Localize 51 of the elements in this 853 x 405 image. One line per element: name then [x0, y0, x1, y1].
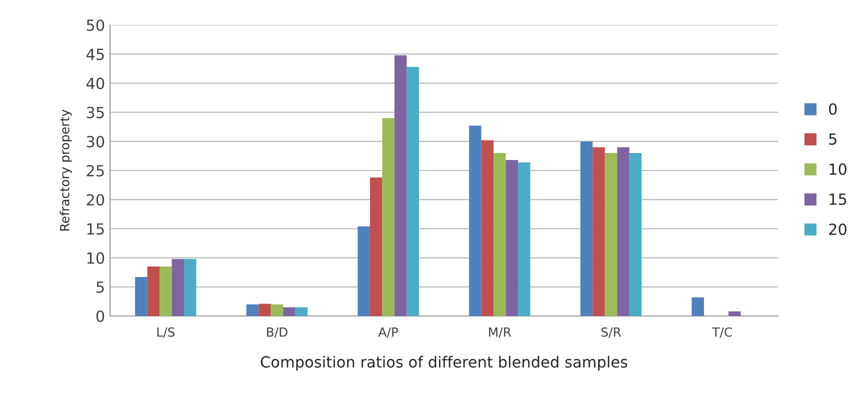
bar — [506, 160, 518, 316]
legend-label: 10 — [830, 163, 846, 175]
y-tick-label: 15 — [87, 223, 104, 235]
y-tick-label: 50 — [86, 19, 104, 32]
bar — [283, 307, 296, 316]
x-tick-label: M/R — [489, 327, 512, 338]
legend-label: 5 — [829, 134, 836, 145]
y-tick-label: 0 — [96, 310, 104, 322]
bar — [184, 258, 196, 316]
y-tick-label: 20 — [86, 194, 104, 206]
y-tick-label: 10 — [87, 252, 104, 264]
x-tick-label: A/P — [378, 327, 398, 338]
bar — [370, 177, 382, 316]
legend-label: 0 — [829, 103, 837, 115]
bar — [481, 140, 494, 316]
x-tick-label: B/D — [267, 327, 288, 338]
bar — [258, 304, 271, 316]
bar — [172, 258, 184, 316]
bar — [160, 266, 172, 316]
bar — [394, 55, 407, 316]
bar — [469, 126, 482, 316]
bar — [382, 118, 394, 316]
bar — [270, 304, 284, 316]
bar — [580, 141, 593, 316]
y-tick-label: 25 — [86, 164, 104, 177]
bar — [246, 304, 259, 316]
y-tick-label: 40 — [86, 78, 104, 90]
x-tick-label: S/R — [601, 327, 622, 338]
bar — [518, 162, 530, 316]
bar — [358, 226, 370, 316]
bar — [592, 147, 605, 316]
legend-label: 20 — [829, 224, 846, 236]
x-axis-title: Composition ratios of different blended samples — [260, 356, 628, 371]
bar — [604, 153, 618, 316]
bar — [629, 153, 642, 316]
y-tick-label: 35 — [86, 106, 104, 118]
bar — [728, 311, 741, 316]
y-tick-label: 45 — [86, 48, 104, 60]
bar — [295, 307, 308, 316]
bar — [135, 277, 148, 316]
bar — [617, 147, 630, 316]
legend-label: 15 — [830, 194, 846, 205]
bar — [406, 66, 419, 316]
bar — [692, 297, 704, 316]
y-tick-label: 5 — [96, 282, 104, 293]
bar — [147, 266, 160, 316]
bar — [494, 153, 506, 316]
x-tick-label: L/S — [157, 327, 175, 338]
y-axis-title: Refractory property — [60, 110, 72, 230]
x-tick-label: T/C — [712, 327, 732, 338]
y-tick-label: 30 — [86, 136, 104, 148]
